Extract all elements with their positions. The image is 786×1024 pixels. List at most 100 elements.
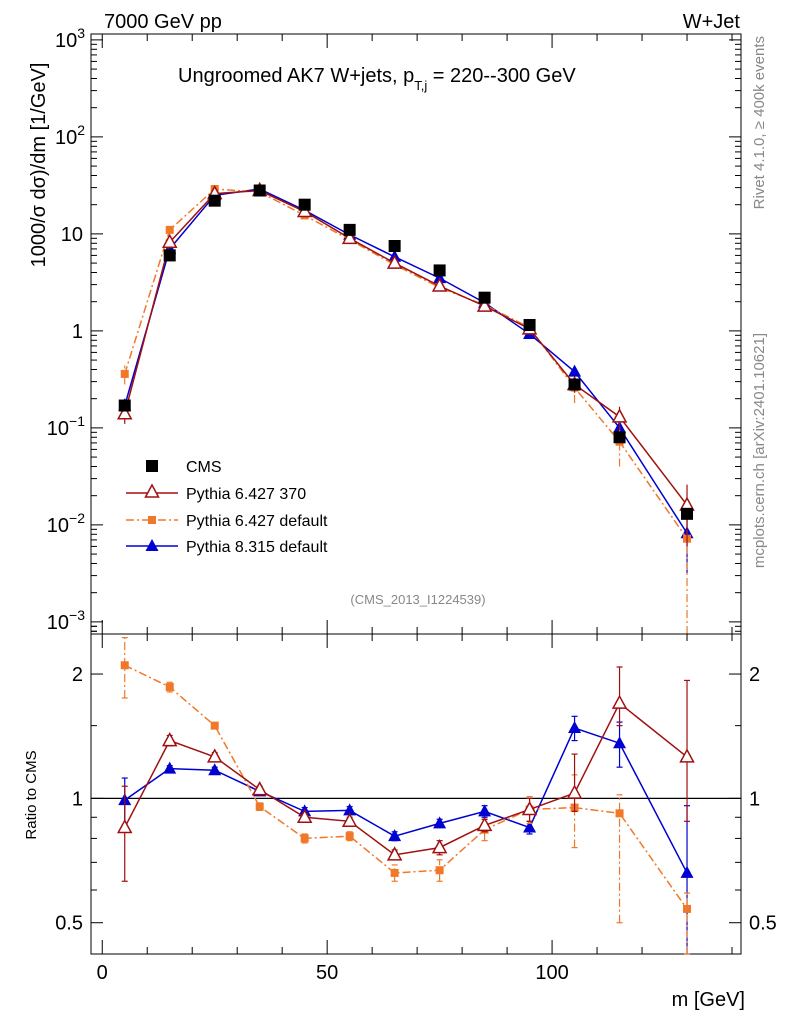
ratio-y-tick-label-left: 1 (72, 788, 83, 810)
ratio-point-series-1 (300, 834, 309, 843)
ratio-point-series-0 (206, 748, 223, 763)
header-right: W+Jet (683, 11, 741, 33)
ratio-point-series-1 (615, 809, 624, 818)
main-point-series-2 (120, 369, 129, 378)
main-y-tick-label: 10−2 (47, 510, 85, 537)
ratio-x-tick-label: 0 (97, 962, 108, 984)
ratio-x-tick-label: 100 (535, 962, 568, 984)
ratio-point-series-0 (116, 818, 133, 834)
main-series (116, 181, 695, 634)
main-point-series-0 (208, 194, 221, 207)
main-point-series-1 (341, 229, 358, 245)
mcplots-note: mcplots.cern.ch [arXiv:2401.10621] (751, 333, 768, 568)
ratio-point-series-0 (386, 846, 403, 861)
main-y-tick-exponent: −2 (69, 510, 85, 526)
legend-label-pythia8: Pythia 8.315 default (186, 539, 328, 556)
ratio-point-series-0 (521, 800, 538, 816)
plot-title-rest: = 220--300 GeV (427, 65, 576, 87)
legend-label-cms: CMS (186, 459, 222, 476)
main-y-tick-base: 10 (55, 30, 77, 52)
ratio-point-series-0 (296, 808, 313, 824)
ratio-point-series-2 (568, 721, 582, 734)
ratio-point-series-2 (208, 763, 222, 776)
legend-marker-pythia8 (145, 539, 159, 551)
ratio-point-series-1 (683, 904, 692, 913)
ratio-line-series-0 (124, 702, 688, 856)
ratio-point-series-2 (388, 829, 402, 842)
ratio-y-tick-label-right: 2 (749, 664, 760, 686)
main-line-series-3 (124, 188, 688, 534)
analysis-annotation: (CMS_2013_I1224539) (350, 592, 485, 607)
main-point-series-2 (165, 225, 174, 234)
main-y-tick-base: 1 (72, 321, 83, 343)
ratio-y-tick-label-right: 0.5 (749, 913, 777, 935)
ratio-point-series-2 (478, 804, 492, 817)
main-y-axis-label: 1000/σ dσ)/dm [1/GeV] (28, 63, 50, 268)
main-y-tick-exponent: −3 (69, 607, 85, 623)
main-y-tick-label: 1 (72, 321, 83, 343)
main-point-series-0 (681, 507, 694, 520)
main-point-series-0 (388, 240, 401, 253)
main-y-tick-exponent: −1 (69, 413, 85, 429)
rivet-note: Rivet 4.1.0, ≥ 400k events (751, 36, 768, 209)
ratio-point-series-2 (613, 736, 627, 749)
main-point-series-1 (611, 408, 628, 423)
ratio-point-series-1 (255, 802, 264, 811)
main-point-series-0 (163, 249, 176, 262)
main-y-tick-label: 10−1 (47, 413, 85, 440)
ratio-point-series-0 (679, 748, 695, 763)
main-point-series-0 (298, 198, 311, 211)
main-point-series-1 (116, 405, 133, 420)
main-point-series-0 (568, 378, 581, 391)
main-y-tick-label: 103 (55, 25, 85, 52)
main-point-series-0 (253, 184, 266, 197)
main-y-tick-label: 10 (61, 224, 83, 246)
main-point-series-0 (343, 223, 356, 236)
ratio-point-series-0 (476, 816, 493, 832)
ratio-point-series-0 (611, 694, 628, 709)
legend-marker-cms (146, 460, 158, 472)
ratio-point-series-1 (165, 683, 174, 692)
main-point-series-0 (613, 431, 626, 444)
legend: CMS Pythia 6.427 370 Pythia 6.427 defaul… (126, 459, 328, 556)
ratio-x-tick-label: 50 (316, 962, 338, 984)
legend-label-pythia6-370: Pythia 6.427 370 (186, 486, 306, 503)
main-point-series-3 (433, 271, 447, 284)
ratio-point-series-0 (431, 839, 448, 854)
ratio-axes: 0 50 100 2 2 1 1 0.5 0.5 (55, 634, 777, 984)
ratio-y-tick-label-left: 2 (72, 664, 83, 686)
ratio-point-series-2 (163, 761, 177, 774)
ratio-point-series-2 (433, 816, 447, 829)
main-y-tick-exponent: 3 (77, 25, 85, 41)
ratio-y-axis-label: Ratio to CMS (23, 750, 40, 839)
legend-label-pythia6-default: Pythia 6.427 default (186, 513, 328, 530)
ratio-plot-frame (90, 633, 742, 955)
ratio-y-tick-label-right: 1 (749, 788, 760, 810)
plot-title: Ungroomed AK7 W+jets, pT,j = 220--300 Ge… (178, 65, 576, 93)
ratio-line-series-1 (124, 664, 688, 910)
main-y-tick-label: 10−3 (47, 607, 85, 634)
ratio-series (116, 637, 695, 955)
ratio-point-series-0 (251, 781, 268, 796)
main-point-series-1 (476, 297, 493, 312)
ratio-point-series-2 (343, 803, 357, 816)
main-y-tick-base: 10 (47, 515, 69, 537)
ratio-point-series-0 (161, 732, 178, 747)
main-line-series-1 (124, 189, 688, 506)
ratio-point-series-0 (341, 812, 358, 828)
legend-marker-pythia6-default (148, 516, 156, 524)
ratio-point-series-1 (345, 832, 354, 841)
main-point-series-0 (478, 291, 491, 304)
ratio-point-series-1 (435, 866, 444, 875)
ratio-point-series-1 (390, 868, 399, 877)
ratio-point-series-2 (680, 865, 694, 878)
main-point-series-1 (161, 233, 178, 248)
main-y-tick-base: 10 (47, 418, 69, 440)
main-point-series-0 (433, 264, 446, 277)
plot-title-main: Ungroomed AK7 W+jets, p (178, 65, 414, 87)
main-point-series-3 (568, 364, 582, 377)
main-point-series-1 (386, 254, 403, 269)
x-axis-label: m [GeV] (672, 989, 745, 1011)
main-point-series-1 (431, 277, 448, 292)
